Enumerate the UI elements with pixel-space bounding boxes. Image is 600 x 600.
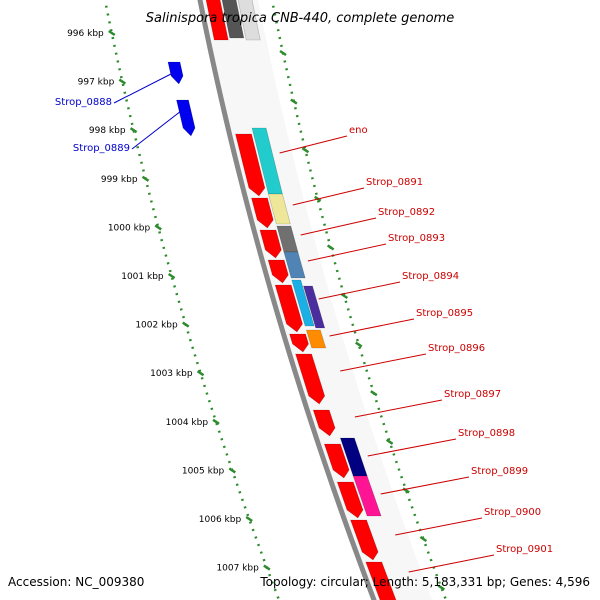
gene-leader-line xyxy=(395,517,483,536)
forward-gene-label[interactable]: Strop_0901 xyxy=(496,544,553,555)
scale-tick xyxy=(212,418,220,425)
gene-arrow[interactable] xyxy=(350,519,379,561)
gene-arrow[interactable] xyxy=(336,481,364,519)
scale-tick-label: 1002 kbp xyxy=(135,321,178,331)
scale-tick xyxy=(196,370,205,377)
reverse-gene-label[interactable]: Strop_0888 xyxy=(55,97,112,108)
gene-arrow[interactable] xyxy=(204,0,229,41)
gene-arrow[interactable] xyxy=(251,197,274,229)
gene-leader-line xyxy=(354,399,443,418)
forward-gene-label[interactable]: Strop_0900 xyxy=(484,507,541,518)
reverse-gene-arrow[interactable] xyxy=(176,99,196,137)
gene-arrow[interactable] xyxy=(259,229,282,259)
scale-tick-label: 998 kbp xyxy=(89,126,126,136)
scale-tick xyxy=(370,390,378,397)
gene-leader-line xyxy=(292,187,365,206)
scale-tick xyxy=(118,78,127,85)
gene-leader-line xyxy=(279,135,348,154)
gene-block[interactable] xyxy=(352,475,382,517)
forward-gene-label[interactable]: Strop_0897 xyxy=(444,389,501,400)
forward-gene-label[interactable]: Strop_0898 xyxy=(458,428,515,439)
gene-arrow[interactable] xyxy=(365,561,397,600)
gene-arrow[interactable] xyxy=(220,0,245,39)
gene-arrow[interactable] xyxy=(236,0,261,41)
forward-gene-label[interactable]: Strop_0891 xyxy=(366,177,423,188)
forward-gene-label[interactable]: Strop_0896 xyxy=(428,343,485,354)
forward-gene-label[interactable]: eno xyxy=(349,125,368,136)
scale-tick xyxy=(355,341,363,348)
scale-tick xyxy=(290,98,298,105)
gene-leader-line xyxy=(329,318,415,337)
gene-block[interactable] xyxy=(291,279,315,327)
scale-tick xyxy=(279,49,287,57)
gene-leader-line xyxy=(113,73,172,104)
gene-block[interactable] xyxy=(276,225,299,253)
gene-leader-line xyxy=(318,281,401,300)
scale-dots-right xyxy=(270,0,448,600)
forward-gene-label[interactable]: Strop_0899 xyxy=(471,466,528,477)
gene-block[interactable] xyxy=(303,285,326,329)
gene-leader-line xyxy=(300,217,377,236)
genome-backbone xyxy=(197,0,377,600)
reverse-gene-label[interactable]: Strop_0889 xyxy=(73,143,130,154)
scale-tick xyxy=(301,147,310,154)
scale-tick xyxy=(340,292,349,300)
scale-tick xyxy=(108,29,116,37)
map-title: Salinispora tropica CNB-440, complete ge… xyxy=(146,11,454,26)
scale-tick-label: 999 kbp xyxy=(101,175,138,185)
gene-leader-line xyxy=(131,111,180,150)
forward-gene-label[interactable]: Strop_0893 xyxy=(388,233,445,244)
scale-tick xyxy=(167,272,176,280)
topology-info-text: Topology: circular; Length: 5,183,331 bp… xyxy=(259,575,590,589)
scale-tick xyxy=(263,564,271,571)
scale-tick xyxy=(154,224,162,231)
reverse-gene-arrow[interactable] xyxy=(167,61,184,85)
gene-block[interactable] xyxy=(268,193,291,225)
scale-tick xyxy=(228,467,236,474)
scale-tick-label: 1004 kbp xyxy=(166,418,209,428)
gene-arrow[interactable] xyxy=(295,353,326,405)
accession-text: Accession: NC_009380 xyxy=(8,575,144,589)
scale-tick-label: 996 kbp xyxy=(67,29,104,39)
gene-leader-line xyxy=(408,554,495,573)
gene-arrow[interactable] xyxy=(312,409,336,437)
scale-tick xyxy=(129,127,138,134)
scale-tick-label: 1001 kbp xyxy=(121,272,164,282)
forward-gene-label[interactable]: Strop_0895 xyxy=(416,308,473,319)
scale-tick-label: 1000 kbp xyxy=(108,223,151,233)
scale-dots-left xyxy=(103,0,281,600)
scale-tick xyxy=(141,175,150,182)
gene-arrow[interactable] xyxy=(235,133,266,197)
gene-leader-line xyxy=(307,243,387,262)
scale-tick-label: 1003 kbp xyxy=(150,369,193,379)
scale-tick xyxy=(385,438,394,445)
gene-arrow[interactable] xyxy=(289,333,309,353)
scale-tick xyxy=(419,535,428,543)
scale-tick-label: 1007 kbp xyxy=(216,564,259,574)
forward-gene-label[interactable]: Strop_0892 xyxy=(378,207,435,218)
gene-arrow[interactable] xyxy=(267,259,289,284)
forward-gene-label[interactable]: Strop_0894 xyxy=(402,271,459,282)
scale-tick-label: 1006 kbp xyxy=(199,515,242,525)
gene-leader-line xyxy=(340,353,427,372)
scale-tick-label: 1005 kbp xyxy=(182,466,225,476)
scale-tick xyxy=(245,515,253,523)
gene-leader-line xyxy=(380,476,470,495)
scale-tick xyxy=(437,584,446,591)
gene-arrow[interactable] xyxy=(323,443,350,479)
gene-arrow[interactable] xyxy=(274,284,303,333)
scale-tick xyxy=(326,244,335,251)
gene-leader-line xyxy=(367,438,457,457)
scale-tick xyxy=(182,321,190,328)
scale-tick-label: 997 kbp xyxy=(78,78,115,88)
gene-block[interactable] xyxy=(305,329,327,349)
gene-block[interactable] xyxy=(283,251,306,279)
